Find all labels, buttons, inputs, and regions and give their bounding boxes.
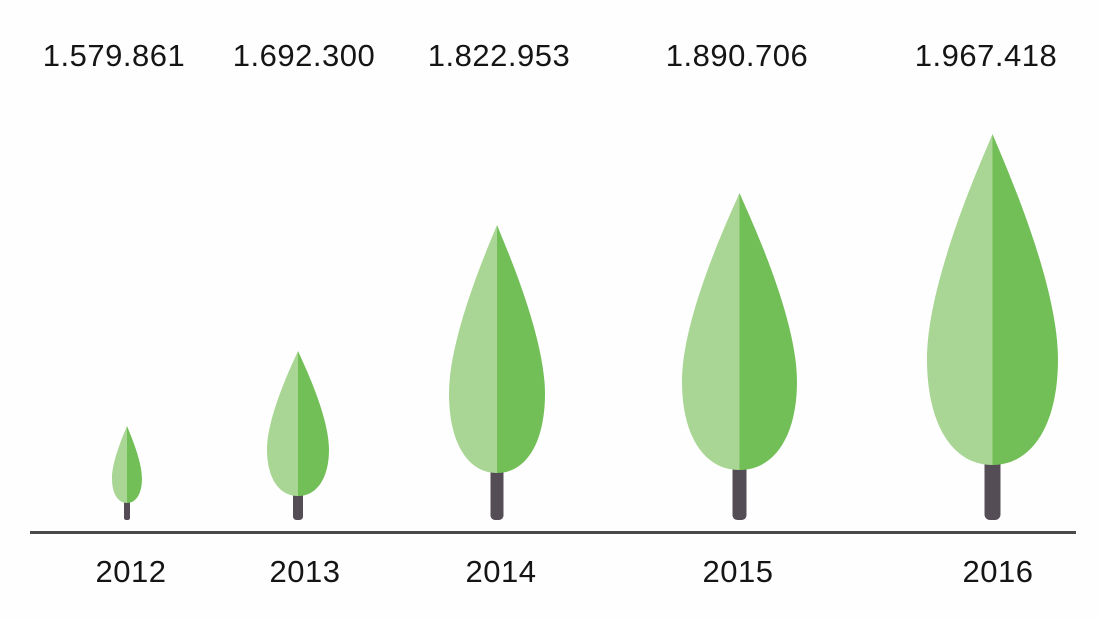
year-label: 2013: [269, 554, 341, 589]
year-label: 2012: [95, 554, 167, 589]
value-label: 1.890.706: [665, 38, 809, 73]
tree-foliage-left: [267, 351, 298, 496]
value-label: 1.692.300: [232, 38, 376, 73]
tree-foliage-right: [992, 134, 1058, 465]
tree-foliage-left: [926, 134, 992, 465]
tree-foliage-left: [112, 426, 127, 503]
tree-icon-2013: [267, 351, 329, 520]
value-label: 1.822.953: [427, 38, 571, 73]
year-label: 2016: [962, 554, 1034, 589]
tree-foliage-right: [739, 193, 797, 470]
tree-icon-2015: [681, 193, 797, 520]
tree-icon-2014: [449, 225, 545, 520]
year-label: 2015: [702, 554, 774, 589]
value-label: 1.967.418: [914, 38, 1058, 73]
tree-foliage-right: [298, 351, 329, 496]
tree-foliage-right: [497, 225, 545, 473]
tree-foliage-right: [127, 426, 142, 503]
year-label: 2014: [465, 554, 537, 589]
tree-foliage-left: [449, 225, 497, 473]
tree-icon-2016: [926, 134, 1058, 520]
baseline: [30, 531, 1076, 534]
tree-foliage-left: [681, 193, 739, 470]
value-label: 1.579.861: [42, 38, 186, 73]
tree-icon-2012: [112, 426, 142, 520]
